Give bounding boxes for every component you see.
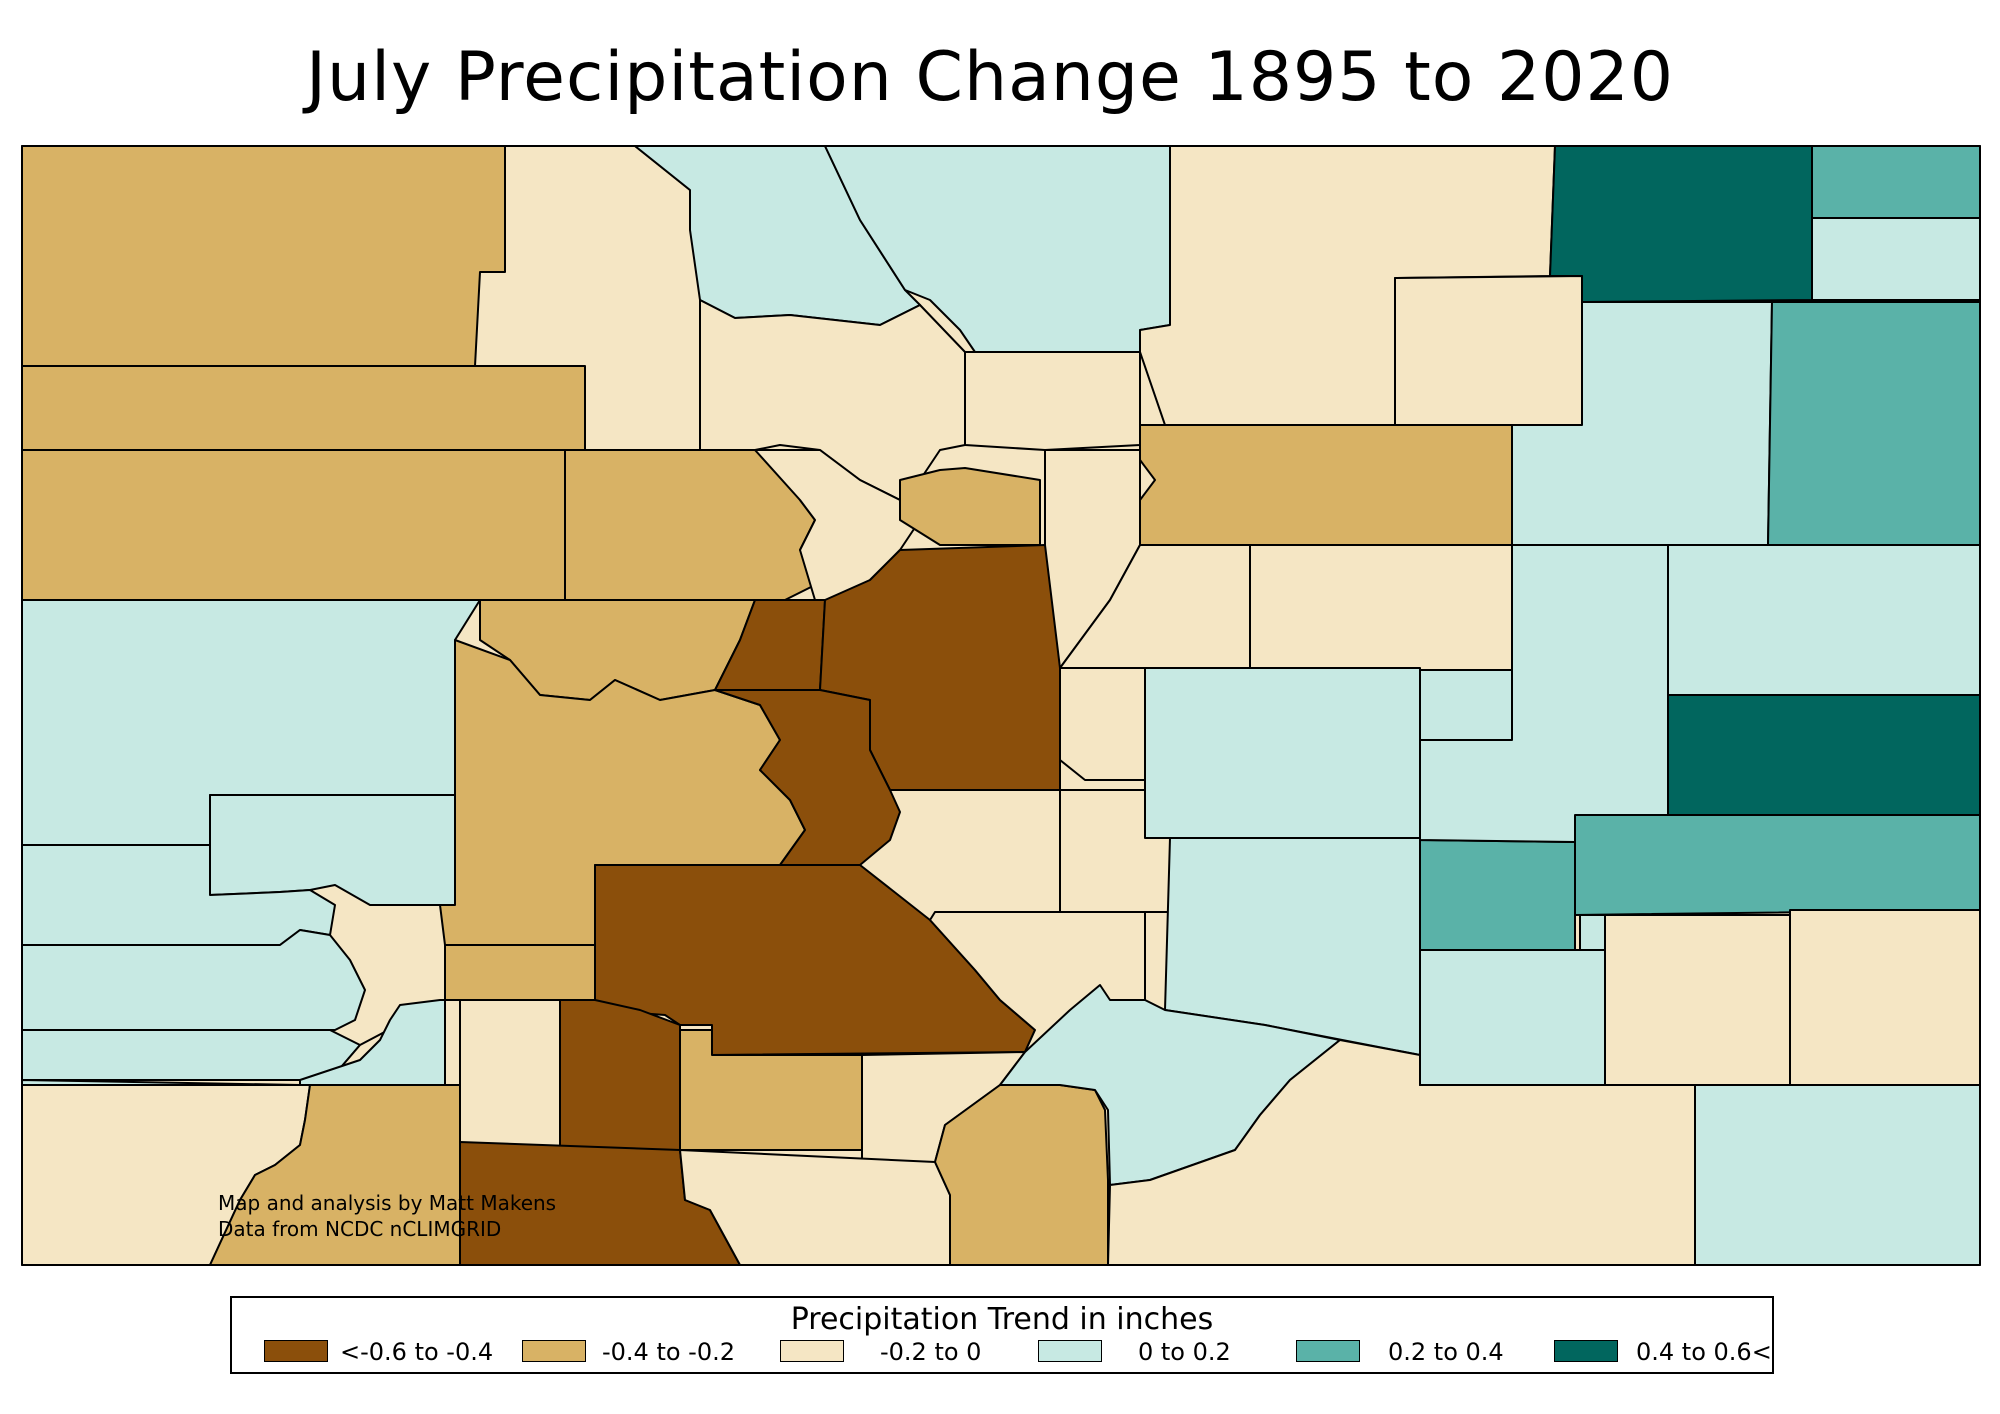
county-cheyenne: [1667, 694, 1981, 816]
county-el-paso: [1144, 667, 1421, 839]
county-grand: [699, 299, 966, 501]
county-baca: [1694, 1084, 1981, 1266]
legend-label-1: <-0.6 to -0.4: [340, 1338, 494, 1366]
legend: Precipitation Trend in inches <-0.6 to -…: [230, 1296, 1774, 1374]
county-moffat: [21, 145, 506, 367]
county-lincoln: [1419, 544, 1669, 843]
map-title: July Precipitation Change 1895 to 2020: [305, 38, 1675, 117]
legend-swatch-1: [264, 1340, 328, 1362]
legend-label-5: 0.2 to 0.4: [1388, 1338, 1504, 1366]
county-phillips: [1811, 217, 1981, 301]
county-lincoln-north: [1419, 669, 1513, 741]
legend-label-2: -0.4 to -0.2: [602, 1338, 736, 1366]
county-adams: [1139, 424, 1513, 546]
legend-swatch-6: [1554, 1340, 1618, 1362]
legend-swatch-2: [522, 1340, 586, 1362]
county-morgan: [1394, 275, 1583, 426]
legend-swatch-4: [1038, 1340, 1102, 1362]
map-credit: Map and analysis by Matt Makens Data fro…: [218, 1190, 556, 1242]
county-las-animas: [1107, 1039, 1696, 1266]
county-bent: [1604, 914, 1791, 1086]
county-prowers: [1789, 909, 1981, 1086]
legend-label-3: -0.2 to 0: [880, 1338, 982, 1366]
county-ouray: [21, 929, 366, 1031]
county-sedgwick: [1811, 145, 1981, 219]
county-yuma: [1767, 301, 1981, 546]
county-boulder: [964, 351, 1141, 451]
county-logan: [1549, 145, 1813, 303]
county-san-miguel: [21, 1029, 361, 1081]
legend-label-4: 0 to 0.2: [1138, 1338, 1231, 1366]
county-clear-creek: [899, 467, 1041, 546]
county-garfield: [21, 449, 566, 601]
legend-swatch-3: [780, 1340, 844, 1362]
legend-title: Precipitation Trend in inches: [790, 1302, 1214, 1337]
county-douglas-east: [1059, 667, 1146, 781]
county-otero: [1419, 949, 1606, 1086]
county-kiowa: [1574, 814, 1981, 916]
legend-swatch-5: [1296, 1340, 1360, 1362]
county-mineral: [559, 999, 681, 1151]
county-crowley: [1419, 839, 1576, 953]
legend-label-6: 0.4 to 0.6<: [1636, 1338, 1772, 1366]
credit-author: Map and analysis by Matt Makens: [218, 1191, 557, 1215]
county-kit-carson-east: [1667, 544, 1981, 696]
credit-source: Data from NCDC nCLIMGRID: [218, 1217, 502, 1241]
county-costilla: [934, 1084, 1109, 1266]
